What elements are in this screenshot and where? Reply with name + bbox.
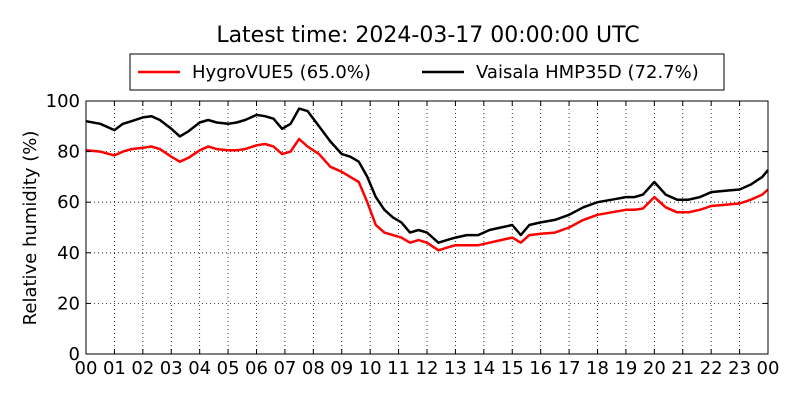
x-tick-label: 22 [700,358,723,379]
chart-title: Latest time: 2024-03-17 00:00:00 UTC [216,23,639,48]
grid [86,101,768,354]
x-tick-label: 03 [160,358,183,379]
legend: HygroVUE5 (65.0%) Vaisala HMP35D (72.7%) [129,53,725,91]
x-tick-label: 02 [131,358,154,379]
x-tick-label: 21 [671,358,694,379]
x-axis-ticks: 00 01 02 03 04 05 06 07 08 09 10 11 12 13 14 15 16 17 18 19… [75,101,780,379]
x-tick-label: 12 [416,358,439,379]
x-tick-label: 15 [501,358,524,379]
y-axis-ticks: 0 20 40 60 80 100 [46,91,768,365]
x-tick-label: 05 [217,358,240,379]
y-tick-label: 100 [46,91,80,112]
x-tick-label: 11 [387,358,410,379]
x-tick-label: 10 [359,358,382,379]
x-tick-label: 13 [444,358,467,379]
x-tick-label: 16 [529,358,552,379]
y-tick-label: 0 [69,344,80,365]
x-tick-label: 04 [188,358,211,379]
x-tick-label: 23 [728,358,751,379]
x-tick-label: 00 [75,358,98,379]
legend-label-vaisala: Vaisala HMP35D (72.7%) [476,62,699,83]
x-tick-label: 17 [558,358,581,379]
x-tick-label: 01 [103,358,126,379]
x-tick-label: 19 [614,358,637,379]
x-tick-label: 08 [302,358,325,379]
series-line-hygrovue5 [85,137,769,252]
series-lines [85,107,769,252]
legend-label-hygrovue5: HygroVUE5 (65.0%) [192,62,371,83]
plot-frame [85,100,769,355]
x-tick-label: 07 [273,358,296,379]
y-tick-label: 60 [57,192,80,213]
y-tick-label: 40 [57,243,80,264]
series-line-vaisala [85,107,769,244]
y-tick-label: 20 [57,293,80,314]
x-tick-label: 09 [330,358,353,379]
x-tick-label: 20 [643,358,666,379]
y-axis-label: Relative humidity (%) [20,131,41,326]
x-tick-label: 06 [245,358,268,379]
x-tick-label: 18 [586,358,609,379]
x-tick-label: 14 [472,358,495,379]
y-tick-label: 80 [57,142,80,163]
x-tick-label: 00 [757,358,780,379]
